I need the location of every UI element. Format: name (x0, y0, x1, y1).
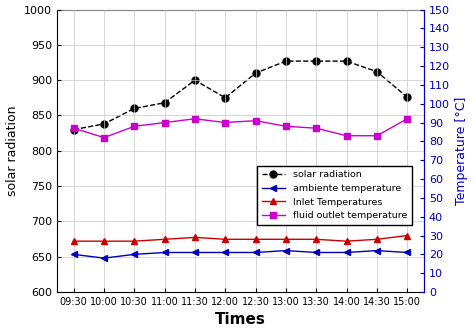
fluid outlet temperature (374, 134, 380, 138)
Inlet Temperatures (222, 237, 228, 241)
solar radiation (283, 59, 289, 63)
ambiente temperature (222, 250, 228, 254)
Inlet Temperatures (101, 239, 107, 243)
fluid outlet temperature (131, 124, 137, 128)
solar radiation (101, 122, 107, 126)
fluid outlet temperature (222, 121, 228, 125)
Inlet Temperatures (404, 233, 410, 237)
ambiente temperature (71, 252, 76, 256)
solar radiation (162, 101, 167, 105)
solar radiation (374, 70, 380, 74)
ambiente temperature (162, 250, 167, 254)
fluid outlet temperature (283, 124, 289, 128)
Inlet Temperatures (162, 237, 167, 241)
fluid outlet temperature (192, 117, 198, 121)
fluid outlet temperature (404, 117, 410, 121)
ambiente temperature (344, 250, 349, 254)
Line: Inlet Temperatures: Inlet Temperatures (70, 232, 410, 245)
Legend: solar radiation, ambiente temperature, Inlet Temperatures, fluid outlet temperat: solar radiation, ambiente temperature, I… (257, 166, 412, 225)
solar radiation (313, 59, 319, 63)
fluid outlet temperature (162, 121, 167, 125)
solar radiation (404, 95, 410, 99)
Inlet Temperatures (131, 239, 137, 243)
ambiente temperature (253, 250, 258, 254)
Inlet Temperatures (374, 237, 380, 241)
fluid outlet temperature (101, 136, 107, 140)
ambiente temperature (313, 250, 319, 254)
solar radiation (131, 107, 137, 111)
Line: fluid outlet temperature: fluid outlet temperature (71, 116, 410, 141)
solar radiation (71, 128, 76, 132)
fluid outlet temperature (313, 126, 319, 130)
ambiente temperature (283, 249, 289, 253)
Inlet Temperatures (253, 237, 258, 241)
ambiente temperature (404, 250, 410, 254)
Y-axis label: solar radiation: solar radiation (6, 106, 18, 196)
solar radiation (344, 59, 349, 63)
Line: ambiente temperature: ambiente temperature (71, 247, 410, 261)
X-axis label: Times: Times (215, 312, 266, 327)
ambiente temperature (192, 250, 198, 254)
Line: solar radiation: solar radiation (70, 58, 410, 133)
Inlet Temperatures (71, 239, 76, 243)
solar radiation (222, 96, 228, 100)
ambiente temperature (374, 249, 380, 253)
Inlet Temperatures (344, 239, 349, 243)
Inlet Temperatures (192, 235, 198, 239)
fluid outlet temperature (344, 134, 349, 138)
solar radiation (192, 78, 198, 82)
fluid outlet temperature (71, 126, 76, 130)
Inlet Temperatures (283, 237, 289, 241)
fluid outlet temperature (253, 119, 258, 123)
ambiente temperature (131, 252, 137, 256)
ambiente temperature (101, 256, 107, 260)
Inlet Temperatures (313, 237, 319, 241)
solar radiation (253, 71, 258, 75)
Y-axis label: Temperature [°C]: Temperature [°C] (456, 97, 468, 205)
